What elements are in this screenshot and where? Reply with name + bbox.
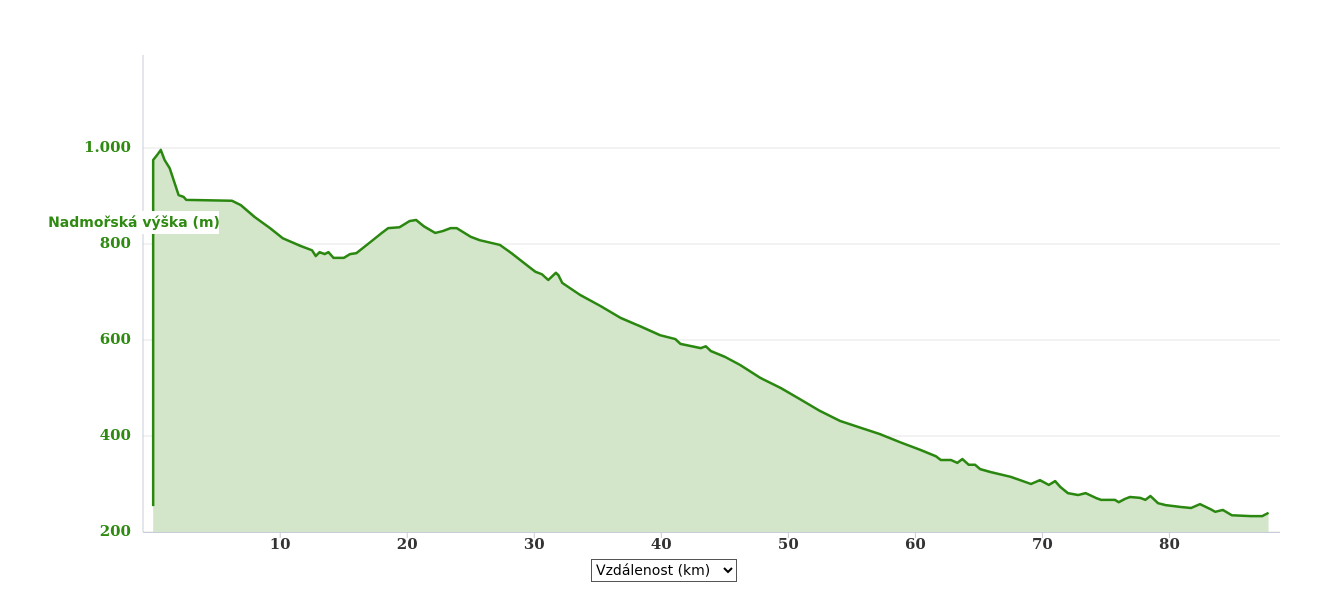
- y-tick-label: 600: [100, 330, 131, 348]
- y-tick-label: 800: [100, 234, 131, 252]
- chart: 200 400 600 800 1.000 10 20 30 40 50 60 70 80 Nadmoř…: [48, 55, 1280, 553]
- area-fill: [153, 149, 1269, 533]
- x-tick-label: 70: [1032, 535, 1053, 553]
- x-tick-label: 20: [397, 535, 418, 553]
- y-axis-label: Nadmořská výška (m): [48, 215, 220, 231]
- elevation-line: [151, 148, 1270, 518]
- y-label-bg: [50, 211, 219, 234]
- x-axis-selector[interactable]: Vzdálenost (km): [591, 559, 737, 582]
- y-tick-label: 1.000: [84, 138, 131, 156]
- plot: [151, 148, 1270, 533]
- y-tick-label: 400: [100, 426, 131, 444]
- x-tick-label: 60: [905, 535, 926, 553]
- y-tick-label: 200: [100, 522, 131, 540]
- x-tick-label: 40: [651, 535, 672, 553]
- x-tick-label: 10: [270, 535, 291, 553]
- x-tick-label: 80: [1159, 535, 1180, 553]
- labels: 200 400 600 800 1.000 10 20 30 40 50 60 70 80: [84, 138, 1180, 553]
- x-tick-label: 30: [524, 535, 545, 553]
- x-tick-label: 50: [778, 535, 799, 553]
